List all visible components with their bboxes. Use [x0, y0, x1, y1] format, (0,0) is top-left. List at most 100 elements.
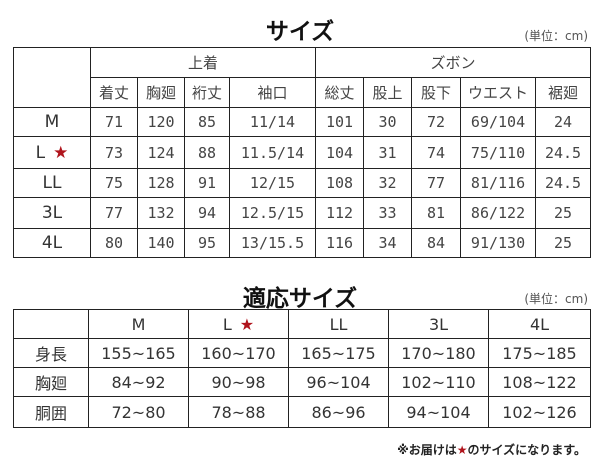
column-header-text: ウエスト: [468, 84, 529, 102]
value-cell-text: 86/122: [470, 204, 526, 222]
value-cell: 12.5/15: [228, 197, 317, 229]
value-cell: 101: [315, 107, 365, 137]
value-cell-text: 25: [553, 204, 573, 222]
value-cell-text: 84~92: [111, 372, 166, 392]
value-cell: 11.5/14: [228, 136, 317, 169]
garment-size-title: サイズ: [265, 19, 335, 45]
value-cell-text: 33: [378, 204, 397, 222]
value-cell: 95: [184, 228, 230, 258]
column-header-text: 裾廻: [548, 84, 579, 102]
value-cell: 25: [535, 228, 592, 258]
size-label: M: [13, 107, 91, 137]
value-cell: 24: [535, 107, 592, 137]
size-label-text: L: [35, 142, 46, 163]
size-header-text: 4L: [529, 314, 550, 334]
column-header-text: 股下: [421, 84, 452, 102]
value-cell-text: 140: [147, 234, 175, 252]
measure-label-text: 胸廻: [34, 374, 67, 393]
value-cell-text: 75/110: [470, 143, 526, 162]
table-row: 身長 155~165 160~170 165~175 170~180 175~185: [13, 338, 591, 368]
size-label-text: LL: [42, 173, 62, 193]
value-cell: 91/130: [460, 228, 537, 258]
value-cell-text: 86~96: [311, 402, 366, 422]
value-cell-text: 78~88: [211, 402, 266, 422]
value-cell-text: 13/15.5: [240, 234, 305, 252]
value-cell-text: 94: [197, 204, 217, 222]
value-cell-text: 108: [325, 174, 354, 192]
value-cell-text: 95: [197, 234, 217, 252]
value-cell-text: 88: [197, 143, 217, 162]
value-cell-text: 30: [378, 113, 397, 131]
table-row: LL 75 128 91 12/15 108 32 77 81/116 24.5: [13, 168, 592, 198]
measure-label: 身長: [13, 338, 89, 368]
value-cell-text: 72: [426, 113, 446, 131]
table-row: 4L 80 140 95 13/15.5 116 34 84 91/130 25: [13, 228, 592, 258]
value-cell: 73: [90, 136, 138, 169]
value-cell: 74: [411, 136, 462, 169]
value-cell: 86~96: [288, 396, 389, 428]
value-cell: 72: [411, 107, 462, 137]
value-cell: 170~180: [388, 338, 489, 368]
value-cell-text: 91/130: [470, 234, 526, 252]
value-cell: 81: [411, 197, 462, 229]
value-cell-text: 77: [104, 204, 124, 222]
value-cell-text: 32: [378, 174, 397, 192]
value-cell-text: 24.5: [544, 143, 582, 162]
value-cell: 128: [137, 168, 185, 198]
value-cell: 84~92: [88, 367, 189, 397]
value-cell-text: 165~175: [301, 343, 376, 363]
group-header-pants: ズボン: [315, 47, 592, 78]
value-cell-text: 75: [104, 174, 124, 192]
value-cell-text: 102~126: [502, 402, 577, 422]
value-cell: 72~80: [88, 396, 189, 428]
size-label-text: M: [44, 112, 60, 132]
value-cell: 11/14: [228, 107, 317, 137]
value-cell: 34: [363, 228, 413, 258]
value-cell: 155~165: [88, 338, 189, 368]
column-header: 股下: [411, 77, 462, 108]
value-cell-text: 25: [553, 234, 573, 252]
value-cell: 124: [137, 136, 185, 169]
value-cell-text: 102~110: [401, 372, 476, 392]
value-cell: 88: [184, 136, 230, 169]
column-header: 着丈: [90, 77, 138, 108]
value-cell: 102~110: [388, 367, 489, 397]
value-cell-text: 90~98: [211, 372, 266, 392]
value-cell: 80: [90, 228, 138, 258]
measure-label: 胸廻: [13, 367, 89, 397]
garment-size-table: 上着 ズボン 着丈 胸廻 裄丈 袖口 総丈 股上 股下 ウエスト 裾廻 M 71 120 85 11/14 10…: [13, 47, 592, 258]
size-header: L ★: [188, 309, 289, 339]
column-header-text: 股上: [372, 84, 403, 102]
value-cell: 96~104: [288, 367, 389, 397]
group-header-pants-text: ズボン: [430, 54, 476, 72]
measure-label-text: 胴囲: [34, 404, 67, 423]
value-cell: 77: [411, 168, 462, 198]
value-cell-text: 116: [325, 234, 354, 252]
value-cell: 77: [90, 197, 138, 229]
value-cell-text: 91: [197, 174, 217, 192]
note-text-before: ※お届けは: [397, 443, 457, 457]
value-cell: 84: [411, 228, 462, 258]
size-label: L ★: [13, 136, 91, 169]
value-cell-text: 101: [325, 113, 354, 131]
value-cell: 102~126: [488, 396, 591, 428]
note-text-after: のサイズになります。: [467, 443, 586, 457]
value-cell-text: 112: [325, 204, 354, 222]
size-header-text: 3L: [428, 314, 449, 334]
group-header-jacket-text: 上着: [188, 54, 219, 72]
table-row: L ★ 73 124 88 11.5/14 104 31 74 75/110 24.5: [13, 136, 592, 169]
value-cell-text: 74: [426, 143, 446, 162]
column-header-text: 袖口: [257, 84, 288, 102]
value-cell-text: 31: [378, 143, 397, 162]
column-header-text: 裄丈: [191, 84, 222, 102]
size-header: 4L: [488, 309, 591, 339]
value-cell-text: 128: [147, 174, 175, 192]
value-cell: 120: [137, 107, 185, 137]
measure-label: 胴囲: [13, 396, 89, 428]
value-cell: 108: [315, 168, 365, 198]
value-cell-text: 96~104: [306, 372, 371, 392]
value-cell-text: 155~165: [101, 343, 176, 363]
column-header-text: 総丈: [324, 84, 355, 102]
corner-cell: [13, 47, 91, 108]
value-cell-text: 11/14: [249, 113, 296, 131]
